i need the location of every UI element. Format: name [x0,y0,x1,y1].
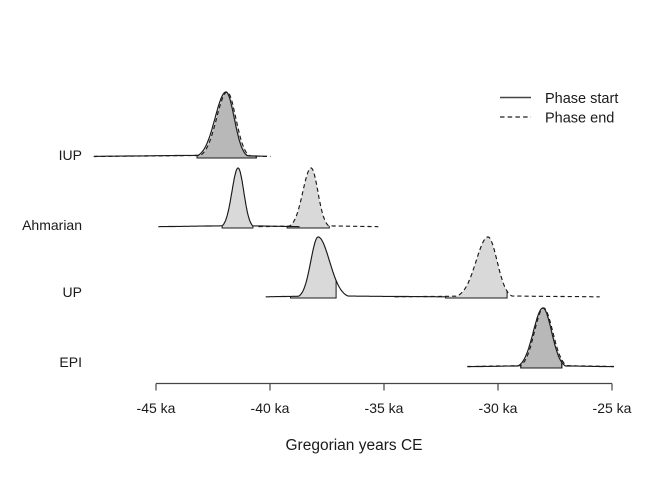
density-fill-ahmarian-start [222,168,253,228]
x-tick-label--40ka: -40 ka [251,400,290,416]
density-fill-border-epi-end [520,359,563,369]
density-row-iup [93,91,271,159]
legend-label-phase-end: Phase end [545,111,614,127]
density-fill-border-ahmarian-start [221,225,254,229]
row-label-ahmarian: Ahmarian [22,217,82,233]
density-fill-border-up-start [290,280,337,299]
density-row-ahmarian [158,167,379,229]
density-fill-up-end [445,237,508,298]
row-label-iup: IUP [59,147,82,163]
density-curves-layer [93,91,616,369]
density-fill-ahmarian-end [287,168,330,228]
density-fill-border-iup-end [196,155,257,159]
x-tick-label--25ka: -25 ka [593,400,632,416]
density-fill-iup-end [197,92,257,158]
row-label-up: UP [63,284,82,300]
x-tick-label--45ka: -45 ka [137,400,176,416]
density-curve-iup-end [93,91,271,158]
density-fill-up-start [290,237,337,298]
density-curve-epi-end [467,307,616,368]
x-axis [155,382,613,391]
density-row-up [265,236,600,299]
row-label-epi: EPI [59,354,82,370]
legend-label-phase-start: Phase start [545,91,618,107]
x-tick-label--35ka: -35 ka [365,400,404,416]
legend: Phase start Phase end [500,91,618,127]
density-row-epi [467,307,616,369]
density-curve-up-start [265,236,446,298]
x-tick-label--30ka: -30 ka [479,400,518,416]
density-fill-iup-start [197,92,257,158]
density-curve-iup-start [93,91,268,157]
density-fill-epi-start [520,308,562,368]
x-axis-title: Gregorian years CE [286,437,423,454]
density-fill-epi-end [520,308,562,368]
